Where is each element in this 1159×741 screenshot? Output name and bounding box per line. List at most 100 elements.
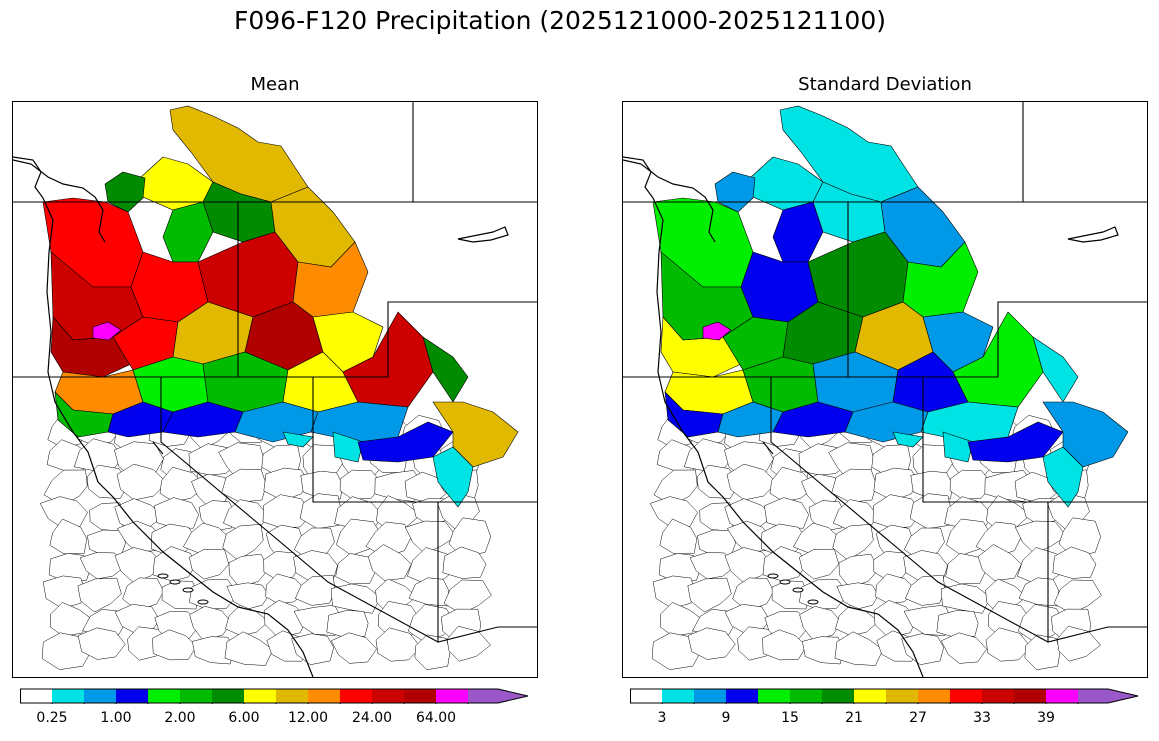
basin-outline <box>367 544 412 581</box>
basin-outline <box>154 497 199 529</box>
basin-outline <box>408 577 449 607</box>
colorbar-bin <box>662 689 694 703</box>
basin-outline <box>838 553 880 588</box>
basin-outline <box>697 529 736 556</box>
basin-outline <box>49 553 92 583</box>
basin-outline <box>330 583 381 614</box>
basin-region <box>282 431 314 448</box>
state-border <box>922 377 1147 503</box>
basin-outline <box>769 466 816 503</box>
basin-outline <box>1053 579 1102 614</box>
colorbar-bin <box>180 689 212 703</box>
basin-outline <box>262 494 312 529</box>
colorbar-bin <box>116 689 148 703</box>
basin-outline <box>225 605 270 637</box>
colorbar-tick-label: 1.00 <box>100 710 132 726</box>
basin-outline <box>152 546 196 582</box>
basin-outline <box>689 552 737 580</box>
basin-outline <box>873 600 918 638</box>
basin-outline <box>724 547 774 583</box>
state-border <box>312 377 537 503</box>
colorbar-bin <box>404 689 436 703</box>
basin-outline <box>945 553 987 585</box>
basin-outline <box>762 546 806 582</box>
basin-outline <box>224 631 274 666</box>
basin-outline <box>1024 634 1061 671</box>
basin-outline <box>443 579 492 614</box>
basin-region <box>942 431 974 463</box>
basin-outline <box>192 636 235 665</box>
basin-outline <box>975 521 1022 558</box>
basin-outline <box>836 582 879 610</box>
colorbar-bin <box>244 689 276 703</box>
colorbar-tick-label: 24.00 <box>351 710 393 726</box>
colorbar-bin <box>276 689 308 703</box>
basin-outline <box>335 553 377 585</box>
basin-outline <box>87 529 126 556</box>
basin-outline <box>77 577 122 613</box>
basin-outline <box>831 468 877 503</box>
basin-outline <box>726 520 771 553</box>
colorbar-bin <box>340 689 372 703</box>
basin-outline <box>42 575 86 609</box>
basin-region <box>779 105 919 203</box>
basin-outline <box>762 629 807 661</box>
colorbar-bin <box>52 689 84 703</box>
coastline <box>623 156 924 677</box>
basin-region <box>332 431 364 463</box>
basin-outline <box>1058 517 1101 558</box>
colorbar-tick-label: 2.00 <box>164 710 196 726</box>
basin-region <box>772 201 824 263</box>
island-outline <box>197 599 209 605</box>
basin-outline <box>228 553 270 588</box>
basin-outline <box>985 627 1031 662</box>
basin-region <box>432 401 519 468</box>
basin-outline <box>940 632 987 664</box>
basin-outline <box>365 521 412 558</box>
colorbar-tick-label: 9 <box>721 710 731 726</box>
colorbar-bin <box>630 689 662 703</box>
island-outline <box>807 599 819 605</box>
basin-outline <box>1018 577 1059 607</box>
puget-sound-coast <box>623 159 716 243</box>
basin-outline <box>873 467 919 502</box>
basin-outline <box>77 627 126 660</box>
basin-outline <box>49 518 88 554</box>
basin-outline <box>330 632 377 664</box>
basin-region <box>1042 446 1084 508</box>
basin-outline <box>1018 604 1066 643</box>
colorbar-bin <box>694 689 726 703</box>
basin-outline <box>660 602 705 637</box>
basin-outline <box>442 546 487 579</box>
basin-outline <box>152 629 197 661</box>
colorbar-tick-label: 21 <box>845 710 863 726</box>
basin-outline <box>50 602 95 637</box>
colorbar-bin <box>372 689 404 703</box>
basin-outline <box>263 467 309 502</box>
basin-outline <box>79 552 127 580</box>
basin-outline <box>375 627 421 662</box>
island-outline <box>779 579 791 585</box>
colorbar-bin <box>918 689 950 703</box>
colorbar-bin <box>854 689 886 703</box>
basin-region <box>432 446 474 508</box>
colorbar-bin <box>1014 689 1046 703</box>
colorbar-tick-label: 33 <box>973 710 991 726</box>
basin-outline <box>221 468 267 503</box>
basin-outline <box>189 548 230 580</box>
colorbar-tick-label: 3 <box>657 710 667 726</box>
colorbar-extend-triangle <box>468 689 528 703</box>
basin-outline <box>687 577 732 613</box>
colorbar-bin <box>84 689 116 703</box>
basin-outline <box>448 517 491 558</box>
basin-outline <box>446 625 491 662</box>
basin-outline <box>940 583 991 614</box>
state-border <box>762 441 774 455</box>
basin-region <box>1032 336 1079 403</box>
colorbar-bin <box>982 689 1014 703</box>
state-border <box>437 502 537 643</box>
basin-outline <box>652 575 696 609</box>
mean-panel-title: Mean <box>250 74 300 95</box>
basin-outline <box>949 469 994 500</box>
puget-sound-coast <box>13 159 106 243</box>
